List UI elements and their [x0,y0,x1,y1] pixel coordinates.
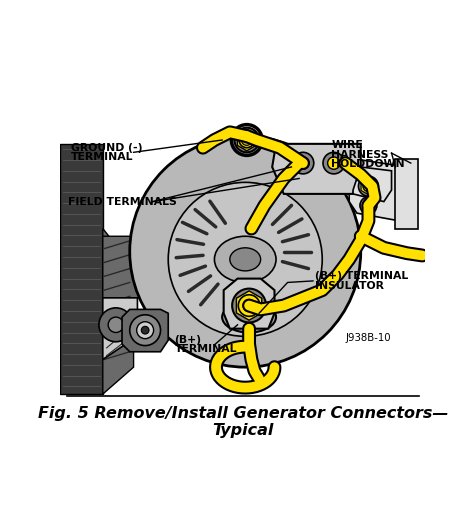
Ellipse shape [226,306,272,329]
Circle shape [232,289,266,322]
Circle shape [137,322,154,339]
Ellipse shape [214,236,276,282]
Circle shape [108,317,124,332]
Polygon shape [103,228,134,394]
Circle shape [360,197,377,214]
Polygon shape [61,144,103,394]
Polygon shape [224,279,274,329]
Circle shape [243,299,255,312]
Ellipse shape [222,302,276,332]
Circle shape [241,134,252,145]
Circle shape [328,157,340,169]
Polygon shape [349,159,407,221]
Text: HARNESS: HARNESS [331,150,389,160]
Text: (B+): (B+) [174,335,201,345]
Bar [395,159,419,228]
Text: GROUND (-): GROUND (-) [71,143,143,153]
Circle shape [364,201,373,210]
Text: Fig. 5 Remove/Install Generator Connectors—: Fig. 5 Remove/Install Generator Connecto… [38,406,448,421]
Text: TERMINAL: TERMINAL [174,344,237,354]
Polygon shape [103,236,172,298]
Text: TERMINAL: TERMINAL [71,152,134,162]
Ellipse shape [230,248,261,271]
Polygon shape [361,178,376,195]
Text: HOLDDOWN: HOLDDOWN [331,159,405,169]
Circle shape [99,308,133,342]
Polygon shape [122,309,168,352]
Circle shape [292,152,314,174]
Text: Typical: Typical [212,423,273,438]
Circle shape [130,136,361,367]
Circle shape [323,152,345,174]
Text: WIRE: WIRE [331,140,363,150]
Circle shape [235,128,259,152]
Text: (B+) TERMINAL: (B+) TERMINAL [315,271,408,281]
Circle shape [141,327,149,334]
Circle shape [358,176,378,196]
Polygon shape [237,291,262,320]
Polygon shape [353,167,392,202]
Text: FIELD TERMINALS: FIELD TERMINALS [68,196,177,207]
Circle shape [130,315,161,345]
Polygon shape [272,144,361,194]
Polygon shape [103,298,137,360]
Circle shape [363,181,374,192]
Text: INSULATOR: INSULATOR [315,280,383,290]
Text: J938B-10: J938B-10 [346,333,391,343]
Polygon shape [237,129,256,151]
Circle shape [238,295,260,317]
Circle shape [297,157,309,169]
Circle shape [168,182,322,337]
Circle shape [239,132,255,148]
